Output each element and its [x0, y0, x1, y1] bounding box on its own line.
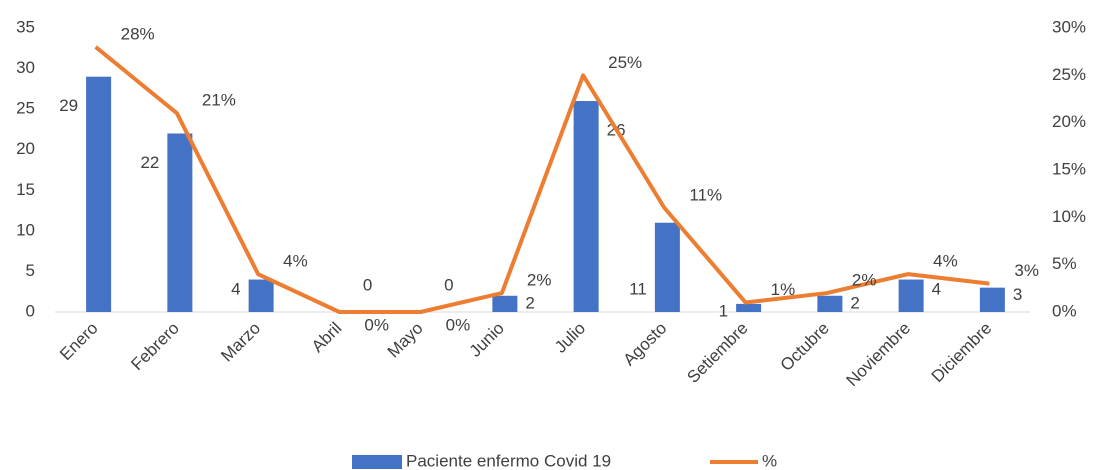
y2-tick-label: 5% — [1052, 254, 1077, 273]
x-tick-label: Febrero — [127, 319, 183, 375]
line-value-label: 11% — [689, 185, 722, 204]
bar — [817, 295, 843, 312]
x-tick-label: Junio — [466, 319, 508, 361]
bar-value-label: 2 — [850, 293, 859, 312]
bar-value-label: 0 — [363, 275, 372, 294]
bar-value-label: 1 — [719, 301, 728, 320]
x-tick-label: Setiembre — [683, 319, 751, 387]
y2-tick-label: 10% — [1052, 207, 1086, 226]
y-tick-label: 30 — [16, 58, 35, 77]
line-value-label: 0% — [364, 315, 389, 334]
line-value-label: 2% — [527, 271, 552, 290]
x-tick-label: Mayo — [384, 319, 427, 362]
y2-tick-label: 30% — [1052, 17, 1086, 36]
y-tick-label: 5 — [26, 261, 35, 280]
y2-tick-label: 0% — [1052, 301, 1077, 320]
bar — [898, 279, 924, 312]
y2-tick-label: 25% — [1052, 65, 1086, 84]
bar — [492, 295, 518, 312]
y-tick-label: 10 — [16, 220, 35, 239]
y-tick-label: 25 — [16, 99, 35, 118]
x-tick-label: Enero — [56, 319, 102, 365]
line-value-label: 4% — [933, 252, 958, 271]
x-tick-label: Marzo — [217, 319, 264, 366]
line-value-label: 4% — [283, 252, 308, 271]
legend-swatch — [352, 455, 402, 469]
line-value-label: 25% — [608, 53, 642, 72]
bar — [248, 279, 274, 312]
y-tick-label: 0 — [26, 301, 35, 320]
line-value-label: 28% — [121, 24, 155, 43]
bar — [573, 101, 599, 313]
bar-value-label: 22 — [140, 153, 159, 172]
bar-value-label: 3 — [1013, 285, 1022, 304]
x-tick-label: Julio — [551, 319, 589, 357]
line-value-label: 2% — [852, 271, 877, 290]
line-value-label: 3% — [1014, 261, 1039, 280]
bar — [979, 287, 1005, 312]
x-tick-label: Abril — [308, 319, 345, 356]
y2-tick-label: 15% — [1052, 159, 1086, 178]
bar-value-label: 2 — [525, 293, 534, 312]
bar-value-label: 4 — [932, 279, 941, 298]
line-value-label: 0% — [446, 315, 471, 334]
bar-value-label: 11 — [629, 279, 647, 298]
bar-value-label: 0 — [444, 275, 453, 294]
bar — [167, 133, 193, 312]
y-tick-label: 15 — [16, 180, 35, 199]
x-tick-label: Agosto — [620, 319, 671, 370]
line-value-label: 1% — [771, 280, 796, 299]
bar — [654, 222, 680, 312]
x-tick-label: Octubre — [777, 319, 833, 375]
bar — [86, 76, 112, 312]
bar-value-label: 4 — [231, 279, 240, 298]
line-value-label: 21% — [202, 91, 236, 110]
x-tick-label: Noviembre — [843, 319, 915, 391]
y2-tick-label: 20% — [1052, 112, 1086, 131]
y-tick-label: 20 — [16, 139, 35, 158]
line-series — [94, 45, 990, 314]
x-tick-label: Diciembre — [928, 319, 996, 387]
bar-value-label: 29 — [59, 96, 78, 115]
legend-label: % — [762, 451, 777, 470]
y-tick-label: 35 — [16, 17, 35, 36]
legend-label: Paciente enfermo Covid 19 — [406, 451, 611, 470]
bar — [736, 303, 762, 312]
